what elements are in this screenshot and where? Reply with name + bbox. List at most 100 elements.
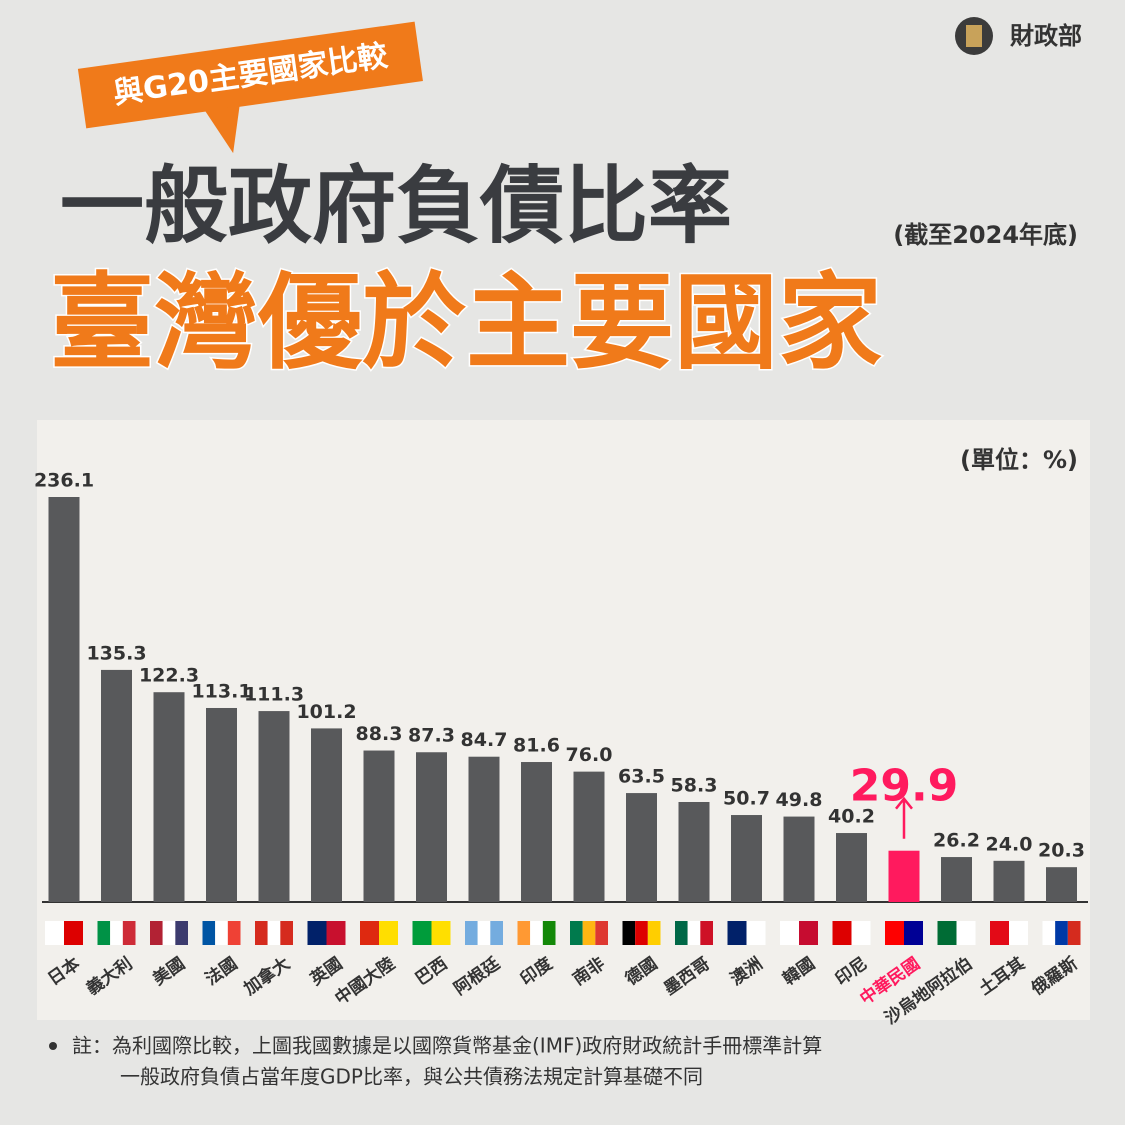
flag-part xyxy=(326,921,346,945)
flag-part xyxy=(431,921,451,945)
flag-part xyxy=(412,921,432,945)
flag-part xyxy=(904,921,923,945)
bar xyxy=(416,752,447,902)
value-label: 236.1 xyxy=(34,470,94,492)
flag-part xyxy=(97,921,111,945)
value-label: 81.6 xyxy=(513,735,560,757)
flag-part xyxy=(255,921,268,945)
value-label: 58.3 xyxy=(671,774,718,796)
bar xyxy=(48,497,80,902)
badge-tail xyxy=(204,105,240,154)
flag-part xyxy=(799,921,818,945)
flag-part xyxy=(517,921,531,945)
title: 一般政府負債比率 xyxy=(60,157,732,255)
value-label: 113.1 xyxy=(191,680,251,702)
badge: 與G20主要國家比較 xyxy=(77,21,423,154)
flag-part xyxy=(780,921,799,945)
bar xyxy=(101,669,132,902)
flag-part xyxy=(45,921,64,945)
flag-part xyxy=(595,921,608,945)
value-label: 122.3 xyxy=(139,665,199,687)
flag-part xyxy=(635,921,648,945)
value-label: 88.3 xyxy=(356,723,403,745)
logo-icon-inner xyxy=(966,25,982,47)
flag-part xyxy=(1009,921,1028,945)
flag-part xyxy=(647,921,661,945)
flag-part xyxy=(379,921,398,945)
flag-part xyxy=(150,921,163,945)
flag-part xyxy=(851,921,871,945)
flag-part xyxy=(746,921,766,945)
flag-part xyxy=(477,921,491,945)
flag-part xyxy=(542,921,556,945)
value-label: 101.2 xyxy=(296,701,356,723)
badge-box xyxy=(77,21,423,129)
flag-part xyxy=(360,921,379,945)
flag-part xyxy=(570,921,583,945)
note-line: 一般政府負債占當年度GDP比率，與公共債務法規定計算基礎不同 xyxy=(120,1065,703,1089)
unit-label: (單位：%) xyxy=(960,446,1078,474)
bar xyxy=(363,750,395,902)
value-label: 84.7 xyxy=(461,729,508,751)
bar xyxy=(468,756,500,902)
flag-part xyxy=(267,921,281,945)
value-label: 76.0 xyxy=(566,744,613,766)
flag-part xyxy=(490,921,503,945)
bar xyxy=(888,850,920,902)
flag-part xyxy=(582,921,596,945)
flag-part xyxy=(215,921,228,945)
flag-part xyxy=(622,921,636,945)
bar xyxy=(573,771,605,902)
flag-part xyxy=(1067,921,1081,945)
bar xyxy=(258,711,290,902)
bar xyxy=(993,860,1025,902)
flag-part xyxy=(1042,921,1056,945)
flag-part xyxy=(700,921,713,945)
value-label: 24.0 xyxy=(986,833,1033,855)
flag-part xyxy=(885,921,904,945)
bar xyxy=(521,762,552,902)
flag-part xyxy=(727,921,747,945)
flag-part xyxy=(1055,921,1068,945)
subtitle: (截至2024年底) xyxy=(893,221,1078,249)
flag-part xyxy=(122,921,136,945)
value-label: 49.8 xyxy=(776,789,823,811)
flag-part xyxy=(64,921,83,945)
chart-panel xyxy=(37,420,1090,1020)
flag-part xyxy=(956,921,976,945)
note-line: 註：為利國際比較，上圖我國數據是以國際貨幣基金(IMF)政府財政統計手冊標準計算 xyxy=(72,1034,822,1058)
flag-part xyxy=(280,921,293,945)
flag-part xyxy=(937,921,957,945)
bar xyxy=(626,793,657,902)
bar xyxy=(941,857,972,902)
flag-part xyxy=(227,921,241,945)
flag-part xyxy=(307,921,327,945)
value-label: 50.7 xyxy=(723,788,770,810)
flag-part xyxy=(175,921,188,945)
value-label: 63.5 xyxy=(618,766,665,788)
bar xyxy=(678,801,710,902)
note-bullet xyxy=(49,1042,57,1050)
flag-part xyxy=(675,921,688,945)
headline: 臺灣優於主要國家 xyxy=(50,261,882,383)
value-label: 26.2 xyxy=(933,830,980,852)
flag-part xyxy=(202,921,216,945)
bar xyxy=(836,833,867,902)
flag-part xyxy=(465,921,478,945)
value-label: 111.3 xyxy=(244,684,304,706)
logo-text: 財政部 xyxy=(1010,22,1082,50)
flag-part xyxy=(832,921,852,945)
bar xyxy=(153,692,185,902)
bar xyxy=(731,815,762,902)
bar xyxy=(311,728,342,902)
arrow xyxy=(895,796,913,839)
bar xyxy=(783,816,815,902)
bar xyxy=(1046,867,1077,902)
bar xyxy=(206,707,237,902)
flag-part xyxy=(162,921,176,945)
value-label: 20.3 xyxy=(1038,840,1085,862)
value-label: 87.3 xyxy=(408,725,455,747)
value-label: 40.2 xyxy=(828,806,875,828)
flag-part xyxy=(530,921,543,945)
